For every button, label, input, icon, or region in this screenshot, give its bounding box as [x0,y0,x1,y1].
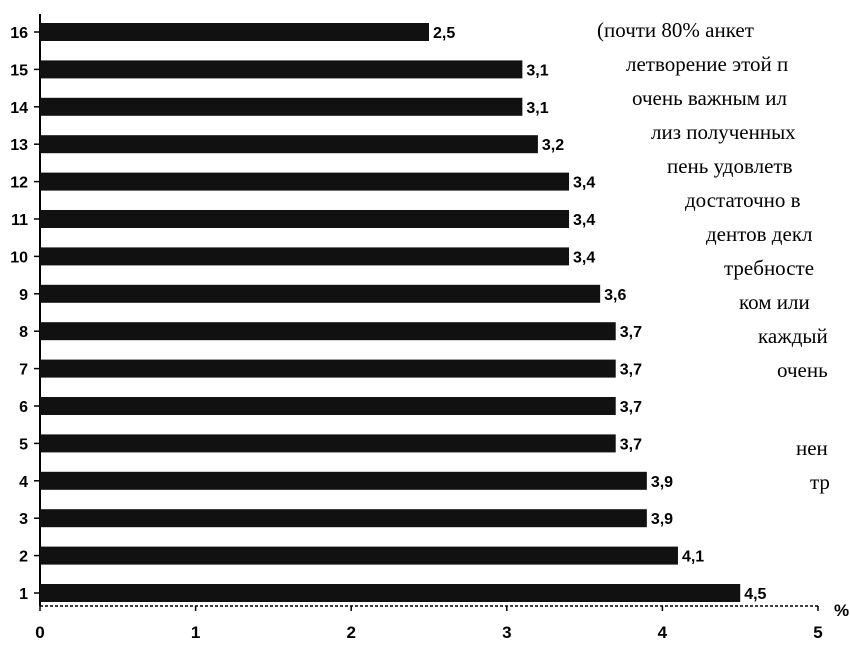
bar-value-label: 3,2 [542,137,564,154]
y-category-label: 1 [19,586,28,603]
bar [40,172,570,191]
bar [40,97,523,116]
bar [40,471,647,490]
x-unit-label: % [834,601,849,620]
y-category-label: 15 [10,62,28,79]
y-category-label: 11 [11,212,28,229]
bar-value-label: 3,1 [526,100,548,117]
bar-value-label: 3,9 [651,511,673,528]
y-category-label: 10 [10,249,28,266]
bar [40,284,601,303]
y-category-label: 12 [10,175,28,192]
chart-labels: 0 1 2 3 4 5%1 4,52 4,13 3,94 3,95 3,76 3,77 3,78 3,79… [10,25,849,642]
bar-value-label: 3,7 [620,436,642,453]
bar [40,509,647,528]
x-tick-label: 4 [658,623,668,642]
bar-value-label: 4,5 [744,586,766,603]
bar-value-label: 3,7 [620,399,642,416]
y-category-label: 16 [10,25,28,42]
bar-value-label: 3,7 [620,324,642,341]
bar [40,247,570,266]
bar [40,322,616,341]
bar-value-label: 3,4 [573,212,595,229]
bar [40,210,570,228]
y-category-label: 4 [19,474,28,491]
y-category-label: 6 [19,399,28,416]
y-category-label: 14 [10,100,28,117]
bar-value-label: 3,6 [604,287,626,304]
bar-value-label: 3,7 [620,362,642,379]
bar-value-label: 3,4 [573,249,595,266]
y-category-label: 7 [19,362,28,379]
y-category-label: 2 [19,549,28,566]
y-category-label: 13 [10,137,28,154]
bar-value-label: 2,5 [433,25,455,42]
bar-value-label: 4,1 [682,549,704,566]
chart-bars [40,23,741,602]
bar [40,584,741,602]
bar [40,434,616,453]
bar-value-label: 3,9 [651,474,673,491]
bar [40,359,616,378]
bar [40,546,678,565]
bar [40,23,429,41]
x-tick-label: 2 [346,623,355,642]
y-category-label: 3 [19,511,28,528]
y-category-label: 9 [19,287,28,304]
y-category-label: 8 [19,324,28,341]
bar [40,397,616,415]
x-tick-label: 0 [35,623,44,642]
bar [40,60,523,79]
y-category-label: 5 [19,436,28,453]
bar-value-label: 3,4 [573,175,595,192]
x-tick-label: 5 [813,623,822,642]
x-tick-label: 1 [191,623,200,642]
bar-value-label: 3,1 [526,62,548,79]
x-tick-label: 3 [502,623,511,642]
bar [40,135,538,154]
